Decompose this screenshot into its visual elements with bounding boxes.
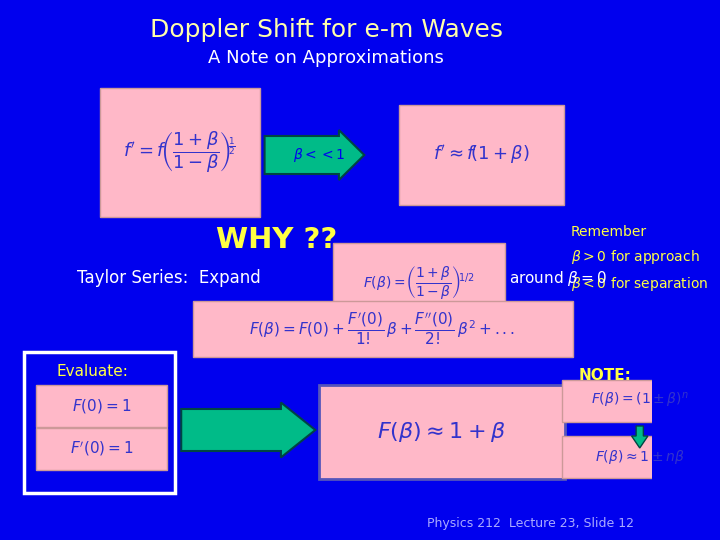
Text: Doppler Shift for e-m Waves: Doppler Shift for e-m Waves — [150, 18, 503, 42]
FancyBboxPatch shape — [193, 301, 572, 357]
FancyArrow shape — [181, 402, 315, 457]
FancyBboxPatch shape — [562, 380, 718, 422]
Text: $F(\beta) = \!\left(\dfrac{1+\beta}{1-\beta}\right)^{\!\!1/2}$: $F(\beta) = \!\left(\dfrac{1+\beta}{1-\b… — [363, 264, 474, 300]
Text: $\beta << 1$: $\beta << 1$ — [293, 146, 346, 164]
Text: A Note on Approximations: A Note on Approximations — [208, 49, 444, 67]
Text: $f' = f\!\left(\dfrac{1+\beta}{1-\beta}\right)^{\!\!\frac{1}{2}}$: $f' = f\!\left(\dfrac{1+\beta}{1-\beta}\… — [123, 129, 235, 175]
Text: Remember
$\beta > 0$ for approach
$\beta < 0$ for separation: Remember $\beta > 0$ for approach $\beta… — [571, 225, 708, 293]
Text: $F(0) = 1$: $F(0) = 1$ — [72, 397, 131, 415]
FancyBboxPatch shape — [99, 88, 260, 217]
Text: Taylor Series:  Expand: Taylor Series: Expand — [77, 269, 261, 287]
Text: $F'(0) = 1$: $F'(0) = 1$ — [70, 440, 133, 458]
FancyBboxPatch shape — [399, 105, 564, 205]
FancyArrow shape — [631, 426, 648, 448]
Text: $f' \approx f\!\left(1+\beta\right)$: $f' \approx f\!\left(1+\beta\right)$ — [433, 144, 529, 166]
Text: around $\beta = 0$: around $\beta = 0$ — [509, 268, 607, 287]
Text: $F(\beta) = F(0) + \dfrac{F'(0)}{1!}\,\beta + \dfrac{F''(0)}{2!}\,\beta^2 + ...$: $F(\beta) = F(0) + \dfrac{F'(0)}{1!}\,\b… — [249, 311, 516, 347]
FancyBboxPatch shape — [562, 436, 718, 478]
Text: Evaluate:: Evaluate: — [56, 364, 128, 380]
Text: WHY ??: WHY ?? — [216, 226, 337, 254]
Text: Physics 212  Lecture 23, Slide 12: Physics 212 Lecture 23, Slide 12 — [427, 517, 634, 530]
FancyBboxPatch shape — [24, 352, 175, 493]
FancyArrow shape — [264, 130, 364, 180]
Text: $F(\beta) = (1\pm\beta)^n$: $F(\beta) = (1\pm\beta)^n$ — [591, 392, 689, 410]
Text: NOTE:: NOTE: — [578, 368, 631, 382]
Text: $F(\beta) \approx 1\pm n\beta$: $F(\beta) \approx 1\pm n\beta$ — [595, 448, 685, 466]
FancyBboxPatch shape — [36, 428, 167, 470]
Text: $F(\beta) \approx 1 + \beta$: $F(\beta) \approx 1 + \beta$ — [377, 420, 505, 444]
FancyBboxPatch shape — [319, 385, 564, 479]
FancyBboxPatch shape — [333, 243, 505, 322]
FancyBboxPatch shape — [36, 385, 167, 427]
